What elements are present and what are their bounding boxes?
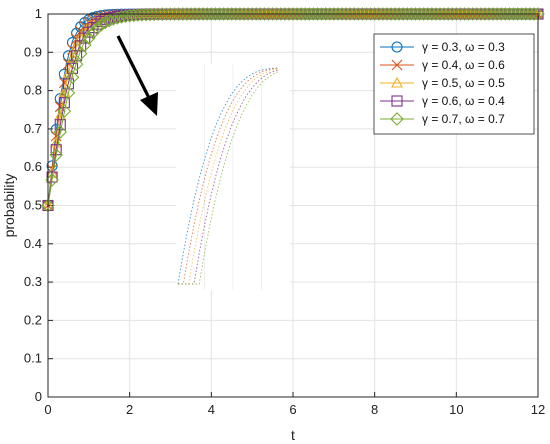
data-point	[90, 21, 104, 36]
x-tick-label: 0	[44, 402, 51, 417]
x-tick-label: 6	[289, 402, 296, 417]
legend-entry: γ = 0.3, ω = 0.3	[380, 40, 505, 54]
legend-entry: γ = 0.6, ω = 0.4	[380, 94, 505, 108]
plot-frame	[47, 13, 539, 398]
legend-label: γ = 0.5, ω = 0.5	[422, 76, 505, 90]
series-5	[41, 7, 545, 213]
legend-marker	[391, 76, 403, 88]
inset-curve	[177, 67, 279, 285]
x-tick-label: 12	[531, 402, 545, 417]
y-axis-label: probability	[1, 174, 17, 238]
data-point	[82, 31, 96, 45]
data-point	[86, 25, 100, 40]
data-point	[102, 13, 117, 28]
data-point	[106, 12, 121, 26]
inset-curve	[178, 70, 279, 285]
y-tick-label: 0.6	[24, 159, 42, 174]
arrow-annotation	[116, 35, 158, 116]
inset-zoom	[176, 64, 290, 290]
data-point	[53, 125, 68, 139]
data-point	[65, 70, 80, 85]
y-tick-label: 0.2	[24, 312, 42, 327]
x-axis-ticks: 0 2 4 6 8 10 12	[44, 392, 545, 417]
data-point	[57, 104, 72, 118]
data-point	[61, 86, 76, 100]
y-tick-label: 0.3	[24, 274, 42, 289]
y-tick-label: 1	[35, 6, 42, 21]
data-point	[79, 32, 91, 44]
y-tick-label: 0.8	[24, 83, 42, 98]
data-point	[58, 86, 71, 97]
arrow-head	[140, 92, 158, 116]
legend-entry: γ = 0.4, ω = 0.6	[380, 58, 505, 72]
legend-marker	[390, 112, 404, 126]
legend: γ = 0.3, ω = 0.3 γ = 0.4, ω = 0.6 γ = 0.5,…	[373, 33, 535, 135]
legend-label: γ = 0.7, ω = 0.7	[422, 112, 505, 126]
y-tick-label: 0	[35, 389, 42, 404]
data-point	[527, 7, 541, 21]
data-point	[54, 119, 66, 131]
data-point	[77, 38, 92, 52]
data-point	[66, 62, 79, 74]
x-tick-label: 2	[126, 402, 133, 417]
inset-curve	[178, 67, 279, 285]
data-point	[91, 14, 103, 25]
x-tick-label: 10	[449, 402, 463, 417]
data-point	[46, 164, 58, 175]
x-axis-label: t	[291, 427, 295, 443]
y-tick-label: 0.9	[24, 44, 42, 59]
y-tick-label: 0.4	[24, 236, 42, 251]
data-point	[58, 97, 70, 109]
legend-marker	[391, 59, 403, 71]
data-point	[114, 10, 129, 24]
inset-curve	[178, 68, 279, 285]
legend-marker	[391, 95, 403, 107]
data-point	[49, 148, 63, 162]
legend-label: γ = 0.3, ω = 0.3	[422, 40, 505, 54]
legend-label: γ = 0.6, ω = 0.4	[422, 94, 505, 108]
legend-entry: γ = 0.5, ω = 0.5	[380, 76, 505, 90]
y-axis-ticks: 0 0.1 0.2 0.3 0.4 0.5 0.6 0.7 0.8 0.9 1	[24, 6, 53, 404]
x-tick-label: 8	[371, 402, 378, 417]
y-tick-label: 0.5	[24, 198, 42, 213]
legend-marker	[391, 41, 403, 53]
data-point	[69, 57, 84, 72]
data-point	[110, 11, 125, 25]
x-tick-label: 4	[208, 402, 215, 417]
legend-entry: γ = 0.7, ω = 0.7	[380, 112, 505, 126]
inset-curve	[178, 69, 279, 285]
legend-label: γ = 0.4, ω = 0.6	[422, 58, 505, 72]
arrow-shaft	[116, 35, 152, 101]
y-tick-label: 0.1	[24, 351, 42, 366]
y-tick-label: 0.7	[24, 121, 42, 136]
